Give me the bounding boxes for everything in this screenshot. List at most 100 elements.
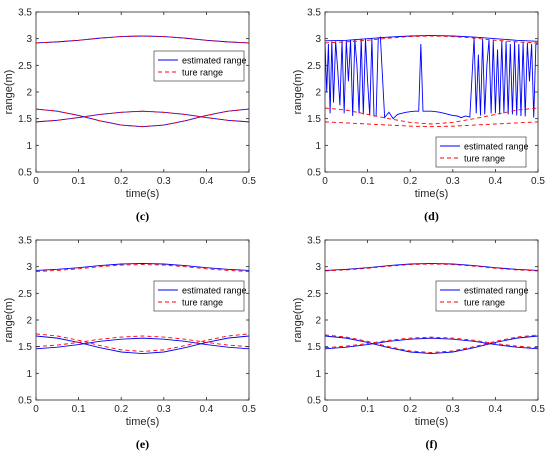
x-tick-label: 0.2 xyxy=(114,176,128,187)
y-tick-label: 1 xyxy=(315,369,321,380)
estimated-range-line-3 xyxy=(36,337,249,350)
chart-panel-c: 0 0.1 0.2 0.3 0.4 0.5 0.5 1 1.5 2 2.5 3 3.5 time(s) ra… xyxy=(3,8,256,224)
x-axis-label: time(s) xyxy=(415,416,449,428)
chart-panel-f: 0 0.1 0.2 0.3 0.4 0.5 0.5 1 1.5 2 2.5 3 3.5 time(s) ra… xyxy=(292,236,545,452)
panel-label: (e) xyxy=(136,437,149,451)
legend: estimated range ture range xyxy=(435,136,529,168)
y-tick-label: 3 xyxy=(315,262,321,273)
y-tick-label: 3.5 xyxy=(18,236,32,247)
estimated-range-line-2 xyxy=(325,35,538,42)
y-tick-label: 1.5 xyxy=(18,114,32,125)
legend: estimated range ture range xyxy=(153,50,247,82)
true-range-line-2 xyxy=(36,333,249,352)
y-tick-label: 1.5 xyxy=(18,342,32,353)
true-range-line-2 xyxy=(325,334,538,353)
x-axis-label: time(s) xyxy=(415,188,449,200)
x-tick-label: 0.3 xyxy=(446,404,460,415)
estimated-range-line-2 xyxy=(325,335,538,355)
x-tick-label: 0 xyxy=(322,176,328,187)
y-tick-label: 2.5 xyxy=(307,61,321,72)
x-tick-label: 0.1 xyxy=(72,176,86,187)
estimated-range-line-1 xyxy=(36,263,249,271)
x-tick-label: 0.3 xyxy=(446,176,460,187)
legend: estimated range ture range xyxy=(153,280,247,312)
x-tick-label: 0 xyxy=(33,176,39,187)
x-tick-label: 0 xyxy=(33,404,39,415)
x-tick-label: 0.5 xyxy=(242,404,256,415)
chart-panel-e: 0 0.1 0.2 0.3 0.4 0.5 0.5 1 1.5 2 2.5 3 3.5 time(s) ra… xyxy=(3,236,256,452)
legend-entry: estimated range xyxy=(182,56,247,66)
y-tick-label: 2 xyxy=(26,316,32,327)
legend-box xyxy=(153,280,245,312)
true-range-line-3 xyxy=(325,107,538,125)
legend-box xyxy=(435,136,527,168)
y-tick-label: 0.5 xyxy=(18,396,32,407)
y-tick-label: 3 xyxy=(315,34,321,45)
x-axis-label: time(s) xyxy=(126,416,160,428)
x-tick-label: 0.2 xyxy=(403,176,417,187)
y-axis-label: range(m) xyxy=(3,70,15,115)
panel-label: (d) xyxy=(424,209,439,223)
estimated-range-line-1 xyxy=(325,36,538,120)
true-range-line-1 xyxy=(36,264,249,272)
x-tick-label: 0.5 xyxy=(531,176,545,187)
y-tick-label: 2 xyxy=(315,88,321,99)
true-range-line-2 xyxy=(36,108,249,128)
legend: estimated range ture range xyxy=(435,280,529,312)
y-tick-label: 1.5 xyxy=(307,342,321,353)
axes-box xyxy=(35,239,250,401)
true-range-line-3 xyxy=(325,336,538,349)
plot-area xyxy=(36,35,249,128)
y-tick-label: 1 xyxy=(26,141,32,152)
x-tick-label: 0.2 xyxy=(114,404,128,415)
y-axis-label: range(m) xyxy=(292,298,304,343)
x-tick-label: 0.4 xyxy=(199,404,213,415)
legend-entry: estimated range xyxy=(464,142,529,152)
y-tick-label: 3.5 xyxy=(307,8,321,19)
y-axis-label: range(m) xyxy=(3,298,15,343)
true-range-line-1 xyxy=(36,35,249,44)
x-tick-label: 0.4 xyxy=(199,176,213,187)
legend-entry: estimated range xyxy=(182,286,247,296)
plot-area xyxy=(325,35,538,128)
x-axis-label: time(s) xyxy=(126,188,160,200)
y-tick-label: 2 xyxy=(26,88,32,99)
y-tick-label: 3.5 xyxy=(307,236,321,247)
legend-entry: ture range xyxy=(464,298,505,308)
plot-area xyxy=(325,263,538,355)
x-tick-label: 0.1 xyxy=(361,404,375,415)
y-tick-label: 0.5 xyxy=(307,396,321,407)
y-tick-label: 3.5 xyxy=(18,8,32,19)
legend-entry: ture range xyxy=(182,298,223,308)
estimated-range-line-1 xyxy=(325,263,538,271)
panel-label: (c) xyxy=(136,209,149,223)
y-tick-label: 2.5 xyxy=(18,289,32,300)
x-tick-label: 0.5 xyxy=(531,404,545,415)
legend-entry: ture range xyxy=(464,154,505,164)
x-tick-label: 0.5 xyxy=(242,176,256,187)
chart-panel-d: 0 0.1 0.2 0.3 0.4 0.5 0.5 1 1.5 2 2.5 3 3.5 time(s) ra… xyxy=(292,8,545,224)
estimated-range-line-3 xyxy=(325,337,538,350)
y-tick-label: 0.5 xyxy=(307,168,321,179)
true-range-line-1 xyxy=(325,35,538,44)
panel-label: (f) xyxy=(426,437,438,451)
true-range-line-2 xyxy=(325,121,538,128)
y-tick-label: 2.5 xyxy=(18,61,32,72)
x-tick-label: 0.4 xyxy=(488,176,502,187)
estimated-range-line-2 xyxy=(36,335,249,355)
estimated-range-line-3 xyxy=(36,110,249,123)
x-tick-label: 0.2 xyxy=(403,404,417,415)
plot-area xyxy=(36,263,249,355)
y-tick-label: 1 xyxy=(315,141,321,152)
y-axis-label: range(m) xyxy=(292,70,304,115)
legend-entry: ture range xyxy=(182,68,223,78)
x-tick-label: 0 xyxy=(322,404,328,415)
x-tick-label: 0.1 xyxy=(361,176,375,187)
legend-entry: estimated range xyxy=(464,286,529,296)
y-tick-label: 0.5 xyxy=(18,168,32,179)
y-tick-label: 2 xyxy=(315,316,321,327)
true-range-line-3 xyxy=(36,335,249,348)
x-tick-label: 0.1 xyxy=(72,404,86,415)
x-tick-label: 0.3 xyxy=(157,176,171,187)
